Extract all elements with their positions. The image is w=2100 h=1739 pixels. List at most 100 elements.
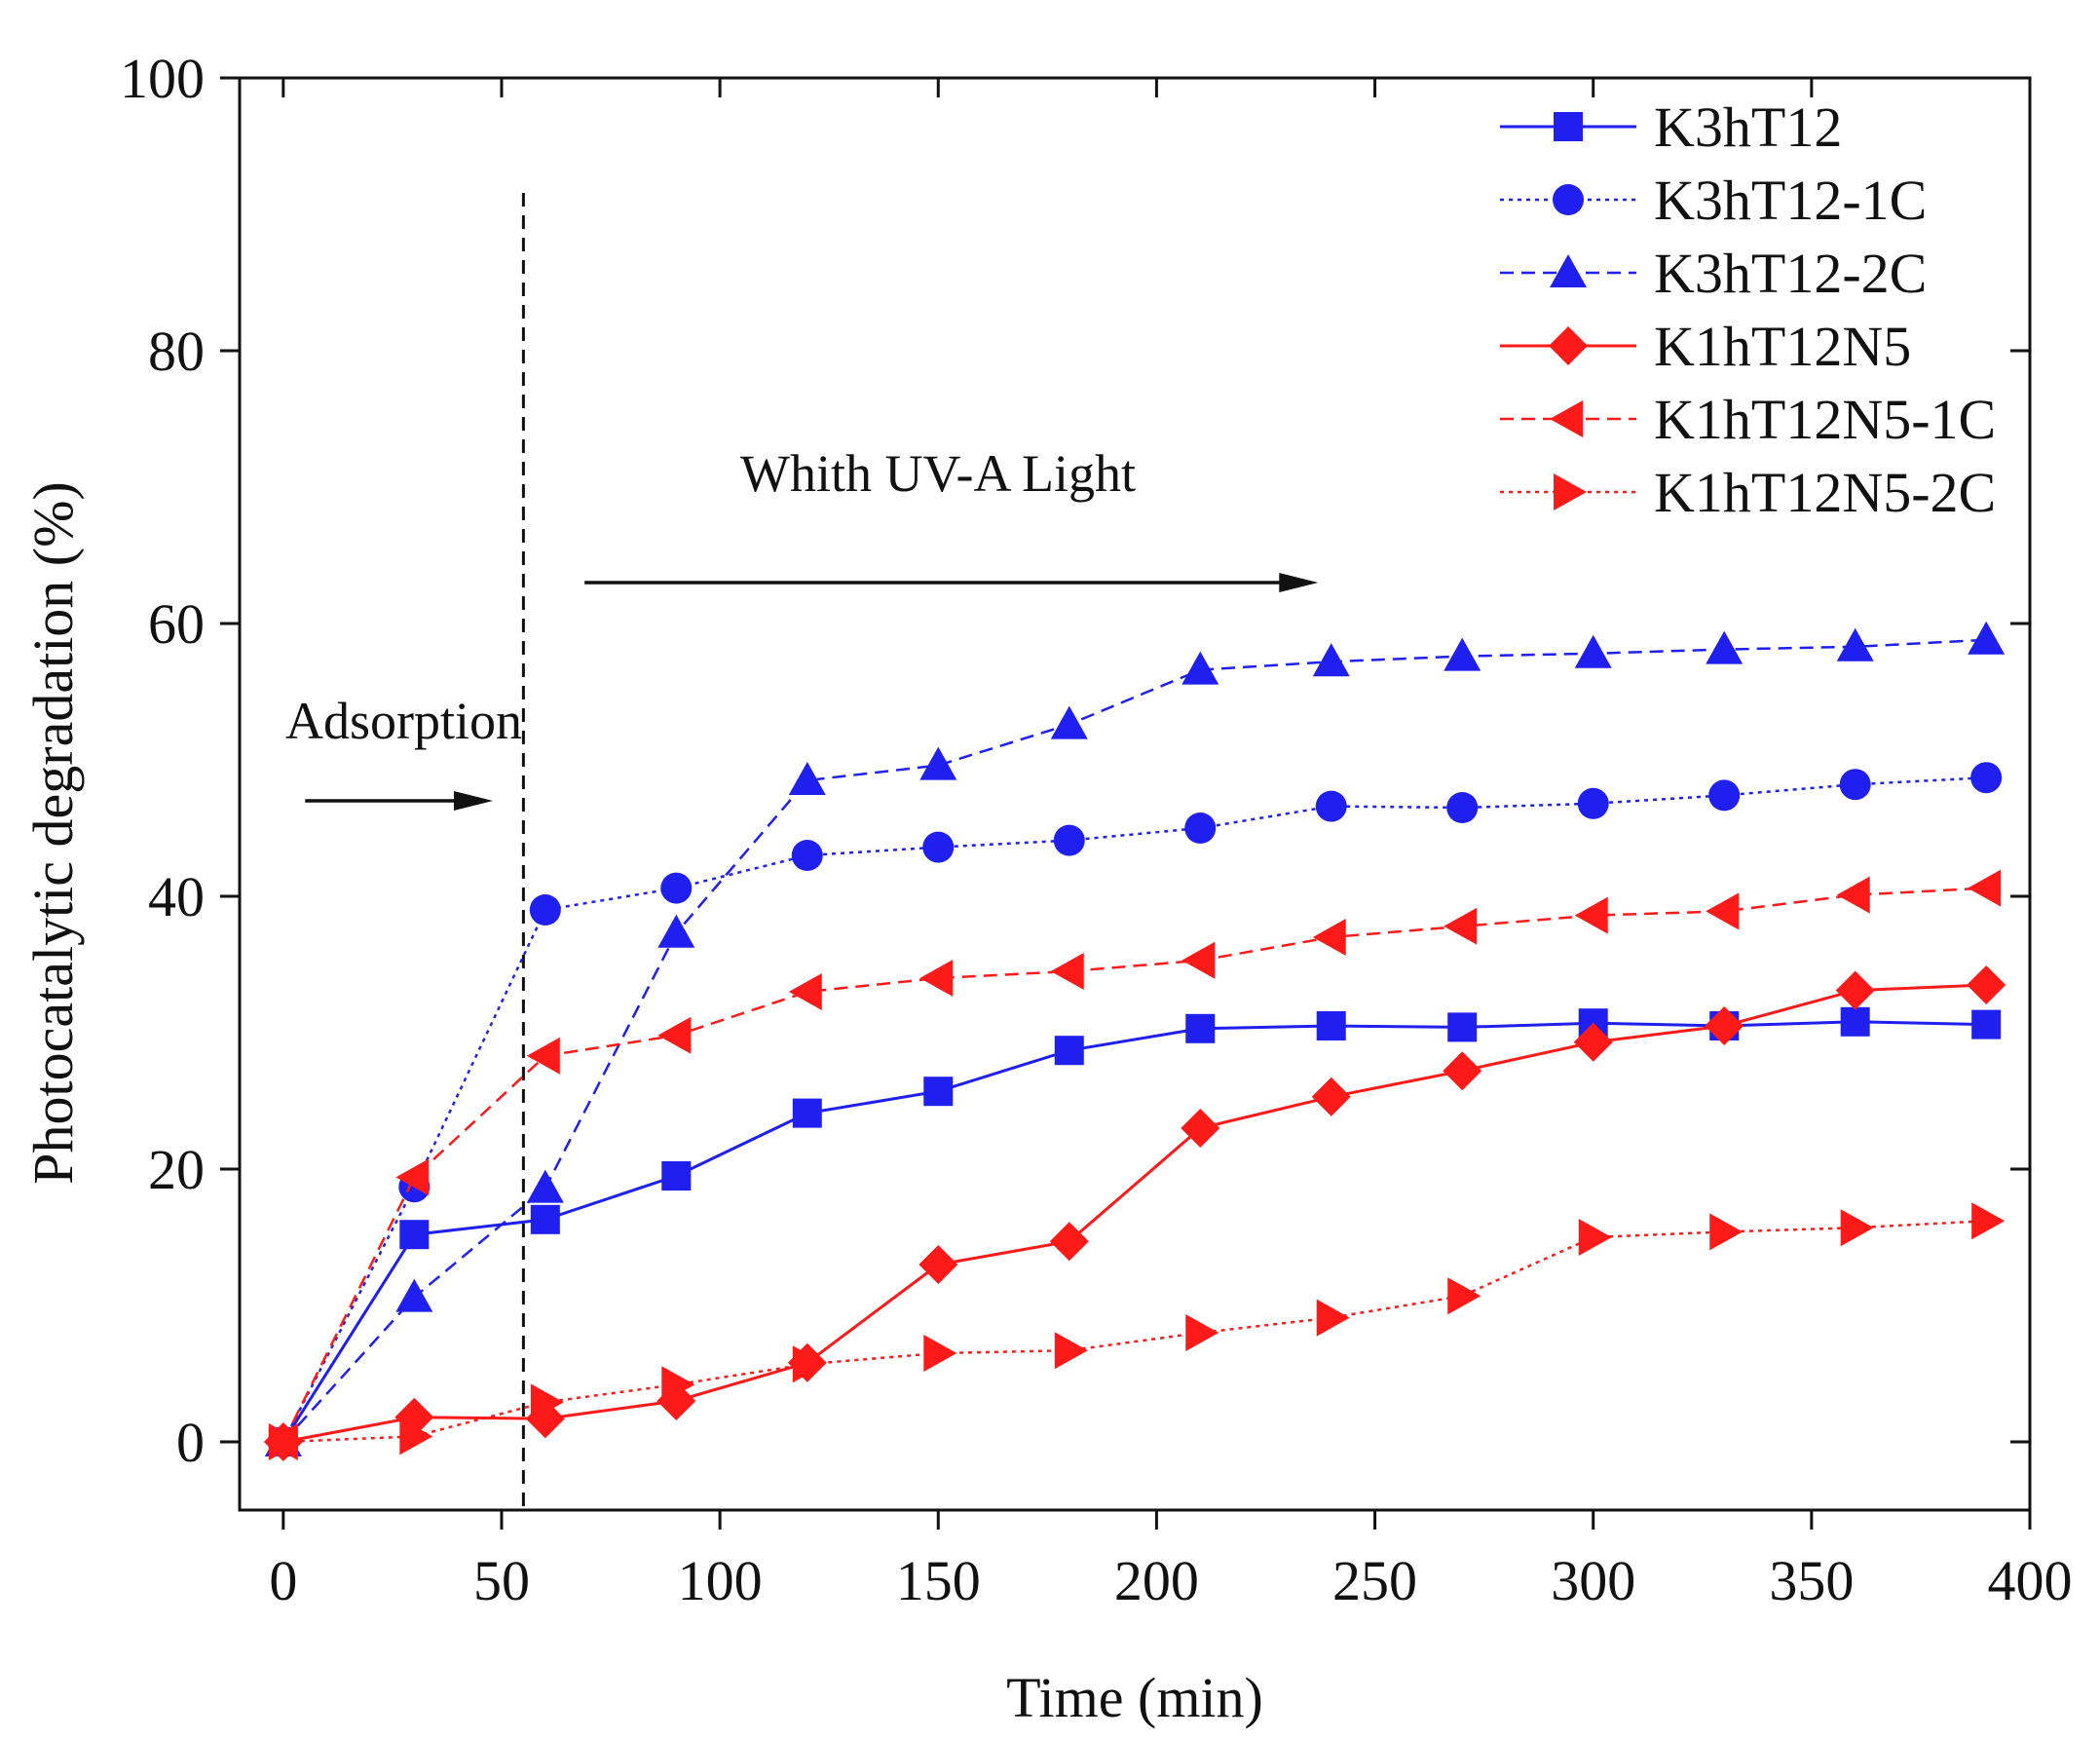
data-point [919,746,957,780]
y-axis: 0 20 40 60 80 100 [120,47,2030,1474]
data-point [1836,876,1870,914]
data-point [922,831,955,863]
data-point [1574,896,1608,934]
data-point [1970,762,2003,794]
data-point [1312,919,1346,956]
legend-marker [1554,473,1587,510]
data-point [1447,1277,1481,1315]
data-point [1185,1013,1216,1043]
x-tick-label: 250 [1332,1549,1417,1612]
data-point [1705,1006,1744,1045]
data-point [526,1169,564,1203]
plot-frame [238,76,2032,1512]
legend-label: K3hT12-2C [1654,242,1927,305]
legend-label: K1hT12N5-2C [1654,461,1996,524]
data-point [399,1418,433,1455]
y-tick-label: 0 [176,1411,205,1474]
series-line [282,1219,1987,1444]
y-tick-label: 20 [148,1138,205,1201]
series-line [281,887,1987,1443]
legend-item: K1hT12N5-1C [1500,388,1996,451]
series-k3ht12-1c [267,762,2003,1457]
data-point [1049,1222,1089,1262]
data-point [530,1204,560,1234]
legend-item: K1hT12N5-2C [1500,461,1996,524]
legend-marker [1549,326,1588,365]
series-layer [263,621,2006,1461]
x-tick-label: 350 [1769,1549,1854,1612]
data-point [1835,970,1875,1010]
data-point [1577,787,1609,819]
data-point [1840,1006,1870,1037]
data-point [1181,941,1216,979]
data-point [530,1383,564,1421]
y-tick-label: 60 [148,592,205,656]
data-point [1968,621,2006,655]
legend-item: K3hT12 [1500,95,1842,159]
data-point [1184,813,1217,844]
data-point [526,1037,560,1075]
data-point [1967,965,2006,1004]
data-point [1447,1012,1478,1042]
legend-item: K3hT12-2C [1500,242,1927,305]
data-point [1050,705,1088,739]
data-point [1446,792,1479,823]
y-tick-label: 100 [120,47,205,110]
data-point [919,960,954,997]
data-point [1311,1077,1351,1116]
data-point [1312,643,1350,677]
legend-marker [1553,184,1584,215]
x-tick-label: 150 [896,1549,981,1612]
series-line [281,638,1987,1443]
data-point [1053,824,1085,856]
data-point [788,762,826,795]
legend-label: K1hT12N5-1C [1654,388,1996,451]
data-point [1574,634,1612,668]
data-point [1573,1022,1613,1062]
legend-item: K1hT12N5 [1500,315,1911,378]
data-point [1444,907,1478,945]
x-tick-label: 300 [1551,1549,1635,1612]
annotation-uv-light: Whith UV-A Light [740,444,1136,503]
data-point [1181,651,1219,685]
x-tick-label: 0 [269,1549,297,1612]
adsorption-arrow-head [454,791,494,811]
data-point [1315,790,1347,822]
x-axis: 0 50 100 150 200 250 300 350 400 [269,78,2073,1612]
annotations: Adsorption Whith UV-A Light [285,193,1319,1510]
data-point [1968,869,2002,907]
legend-marker [1550,400,1583,437]
data-point [1706,892,1740,930]
data-point [1836,627,1874,662]
data-point [1839,769,1871,801]
x-tick-label: 100 [678,1549,763,1612]
y-tick-label: 80 [148,320,205,383]
legend: K3hT12 K3hT12-1C K3hT12-2C K1hT12N5 K1hT12N5… [1500,95,1996,524]
data-point [395,1158,430,1196]
legend-label: K3hT12 [1654,95,1842,159]
data-point [1709,1213,1744,1251]
data-point [661,1366,695,1404]
data-point [1050,953,1084,990]
legend-item: K3hT12-1C [1500,169,1927,232]
series-line [282,983,1987,1444]
y-axis-title: Photocatalytic degradation (%) [21,481,85,1185]
x-tick-label: 50 [473,1549,530,1612]
data-point [919,1245,958,1284]
data-point [399,1220,430,1250]
data-point [395,1278,433,1312]
data-point [1443,1051,1482,1091]
legend-marker [1554,112,1583,141]
legend-marker [1550,254,1587,287]
data-point [788,973,822,1010]
data-point [1708,779,1741,812]
data-point [268,1423,302,1460]
data-point [661,1161,692,1191]
data-point [792,1098,822,1128]
series-line [281,775,1987,1443]
annotation-adsorption: Adsorption [285,692,522,750]
data-point [1316,1011,1346,1040]
data-point [1971,1009,2002,1040]
data-point [1444,637,1481,671]
series-k1ht12n5-1c [264,869,2002,1460]
